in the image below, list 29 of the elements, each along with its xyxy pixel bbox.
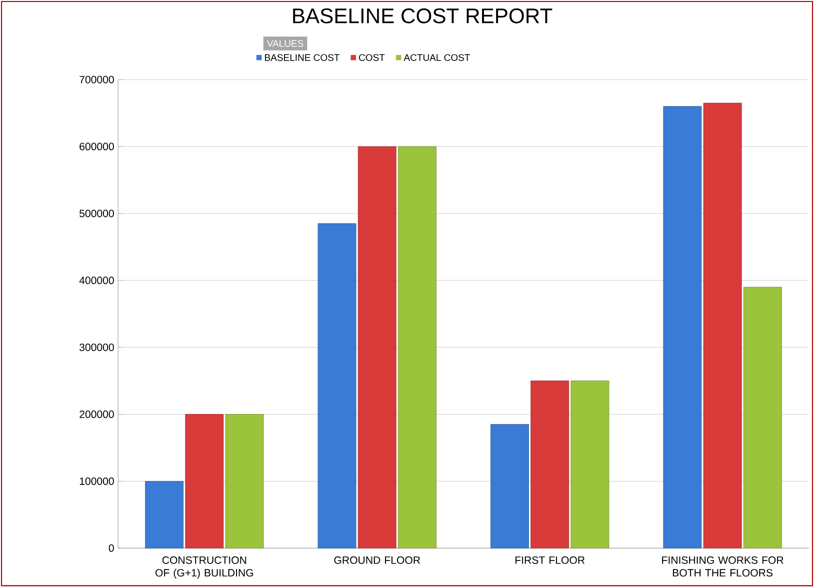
bar [530,380,570,548]
bar [358,146,396,548]
y-tick-label: 300000 [79,344,114,351]
legend-label: BASELINE COST [265,54,340,61]
legend-title: VALUES [266,40,304,47]
chart-title: BASELINE COST REPORT [293,8,552,24]
bar [185,414,224,548]
bar [743,286,782,548]
y-tick-label: 200000 [80,410,114,418]
bar [703,102,742,548]
x-tick-label: FINISHING WORKS FOR BOTH THE FLOORS [662,556,784,576]
bar [398,146,436,548]
bar [145,480,184,548]
x-tick-label: GROUND FLOOR [334,556,420,564]
legend-label: ACTUAL COST [404,54,470,61]
y-tick-label: 700000 [80,76,114,84]
legend-label: COST [359,54,385,61]
y-tick-label: 0 [108,544,114,552]
x-tick-label: CONSTRUCTION OF (G+1) BUILDING [155,556,254,579]
y-tick-label: 500000 [80,210,114,218]
x-tick-label: FIRST FLOOR [516,556,585,564]
bar [663,106,702,548]
bar [490,424,529,548]
bar [318,223,356,548]
bar [570,380,610,548]
y-tick-label: 400000 [79,276,114,284]
y-tick-label: 600000 [80,142,114,150]
bar [225,414,264,548]
y-tick-label: 100000 [80,477,114,485]
